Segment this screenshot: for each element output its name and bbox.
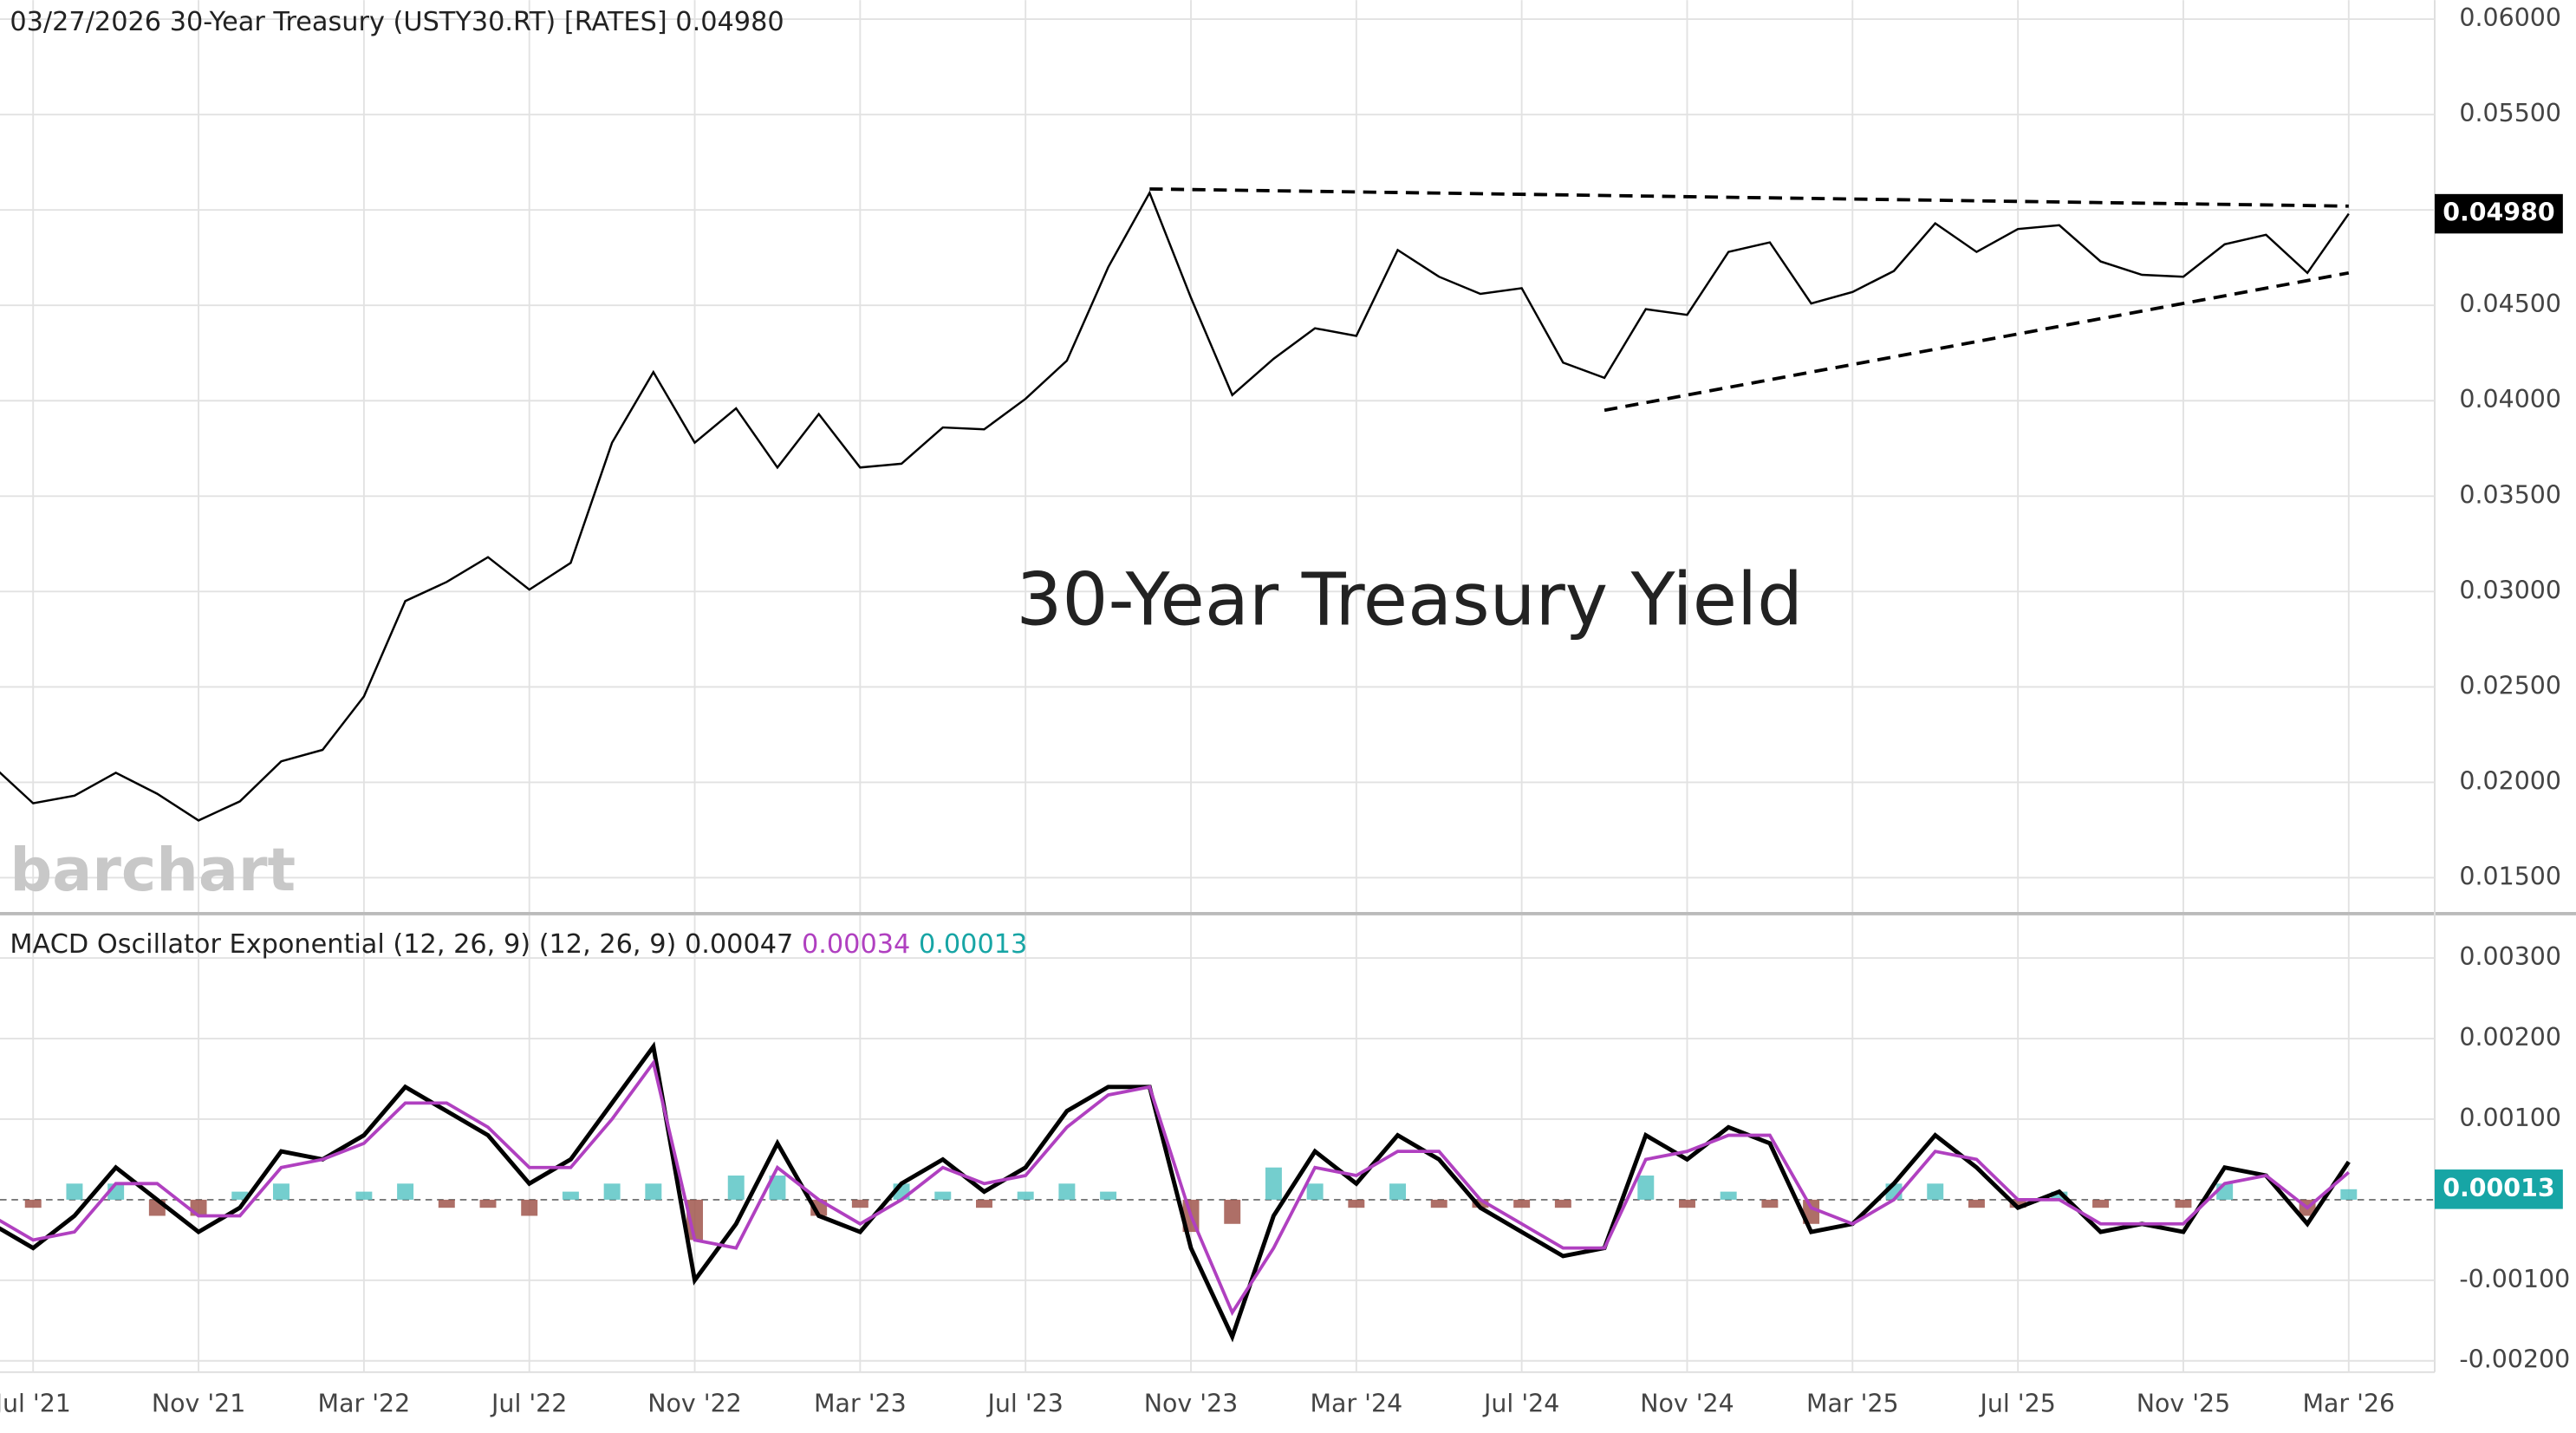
histogram-bar (66, 1183, 83, 1200)
x-tick-label: Jul '23 (986, 1390, 1064, 1418)
legend-value: 0.00013 (919, 928, 1027, 959)
histogram-bar (1803, 1199, 1820, 1224)
x-tick-label: Nov '22 (647, 1390, 741, 1418)
trend-line (1603, 270, 2350, 413)
y-tick-label: 0.02000 (2459, 766, 2561, 795)
histogram-bar (2175, 1199, 2192, 1208)
histogram-bar (645, 1183, 662, 1200)
price-label-box (2434, 193, 2563, 234)
x-tick-label: Mar '25 (1806, 1390, 1899, 1418)
legend-value: 0.00047 (685, 928, 793, 959)
histogram-bar (2009, 1199, 2026, 1208)
histogram-bar (1472, 1199, 1489, 1208)
histogram-bar (2216, 1183, 2234, 1200)
histogram-bar (1637, 1176, 1655, 1200)
y-tick-label: 0.00100 (2459, 1104, 2561, 1132)
histogram-bar (1306, 1183, 1324, 1200)
histogram-bar (1265, 1167, 1282, 1200)
histogram-bar (1430, 1199, 1447, 1208)
price-line (0, 190, 2350, 822)
x-tick-label: Jul '25 (1978, 1390, 2055, 1418)
histogram-bar (934, 1191, 952, 1200)
macd-line (0, 1041, 2351, 1343)
macd-title: MACD Oscillator Exponential (12, 26, 9) … (10, 928, 676, 959)
histogram-bar (231, 1191, 249, 1200)
histogram-bar (397, 1183, 414, 1200)
x-tick-label: Nov '25 (2137, 1390, 2230, 1418)
y-tick-label: -0.00200 (2459, 1345, 2570, 1374)
y-tick-label: 0.04000 (2459, 385, 2561, 414)
histogram-bar (2092, 1199, 2110, 1208)
signal-line (0, 1058, 2351, 1317)
macd-label-box (2434, 1169, 2563, 1209)
macd-label: 0.00013 (2443, 1174, 2554, 1202)
histogram-bar (851, 1199, 868, 1208)
histogram-bar (686, 1199, 704, 1241)
y-tick-label: 0.00200 (2459, 1023, 2561, 1052)
histogram-bar (1513, 1199, 1531, 1208)
histogram-bar (521, 1199, 538, 1216)
x-tick-label: Mar '23 (814, 1390, 907, 1418)
histogram-bar (1968, 1199, 1985, 1208)
histogram-bar (603, 1183, 621, 1200)
histogram-bar (1720, 1191, 1737, 1200)
histogram-bar (1017, 1191, 1034, 1200)
y-tick-label: 0.05500 (2459, 99, 2561, 127)
x-tick-label: Mar '24 (1311, 1390, 1403, 1418)
histogram-bar (1761, 1199, 1779, 1208)
histogram-bar (1927, 1183, 1944, 1200)
histogram-bar (355, 1191, 373, 1200)
histogram-bar (1554, 1199, 1571, 1208)
y-tick-label: 0.04500 (2459, 290, 2561, 318)
histogram-bar (24, 1199, 42, 1208)
y-tick-label: 0.00300 (2459, 942, 2561, 971)
watermark: barchart (10, 837, 296, 905)
panel-title: MACD Oscillator Exponential (12, 26, 9) … (10, 928, 1027, 959)
chart-title: 03/27/2026 30-Year Treasury (USTY30.RT) … (10, 7, 784, 37)
y-tick-label: 0.03000 (2459, 576, 2561, 604)
histogram-bar (2340, 1189, 2358, 1200)
x-tick-label: Mar '26 (2302, 1390, 2395, 1418)
x-tick-label: Jul '22 (490, 1390, 567, 1418)
y-tick-label: 0.01500 (2459, 862, 2561, 890)
histogram-bar (1389, 1183, 1407, 1200)
histogram-bar (769, 1176, 786, 1200)
y-tick-label: 0.02500 (2459, 671, 2561, 700)
histogram-bar (438, 1199, 455, 1208)
x-tick-label: Nov '24 (1640, 1390, 1734, 1418)
histogram-bar (1224, 1199, 1241, 1224)
histogram-bar (976, 1199, 992, 1208)
x-tick-label: Jul '21 (0, 1390, 71, 1418)
histogram-bar (1679, 1199, 1695, 1208)
annotation: 30-Year Treasury Yield (1016, 558, 1803, 642)
x-tick-label: Nov '23 (1144, 1390, 1238, 1418)
histogram-bar (1100, 1191, 1117, 1200)
histogram-bar (1348, 1199, 1365, 1208)
histogram-bar (562, 1191, 579, 1200)
trend-line (1149, 187, 2349, 208)
x-tick-label: Jul '24 (1482, 1390, 1559, 1418)
x-tick-label: Mar '22 (318, 1390, 411, 1418)
histogram-bar (727, 1176, 745, 1200)
y-tick-label: 0.06000 (2459, 3, 2561, 32)
histogram-bar (1058, 1183, 1076, 1200)
x-tick-label: Nov '21 (152, 1390, 245, 1418)
histogram-bar (479, 1199, 497, 1208)
price-label: 0.04980 (2443, 199, 2554, 227)
y-tick-label: -0.00100 (2459, 1265, 2570, 1293)
y-tick-label: 0.03500 (2459, 480, 2561, 509)
histogram-bar (2051, 1191, 2068, 1200)
legend-value: 0.00034 (802, 928, 910, 959)
histogram-bar (272, 1183, 289, 1200)
